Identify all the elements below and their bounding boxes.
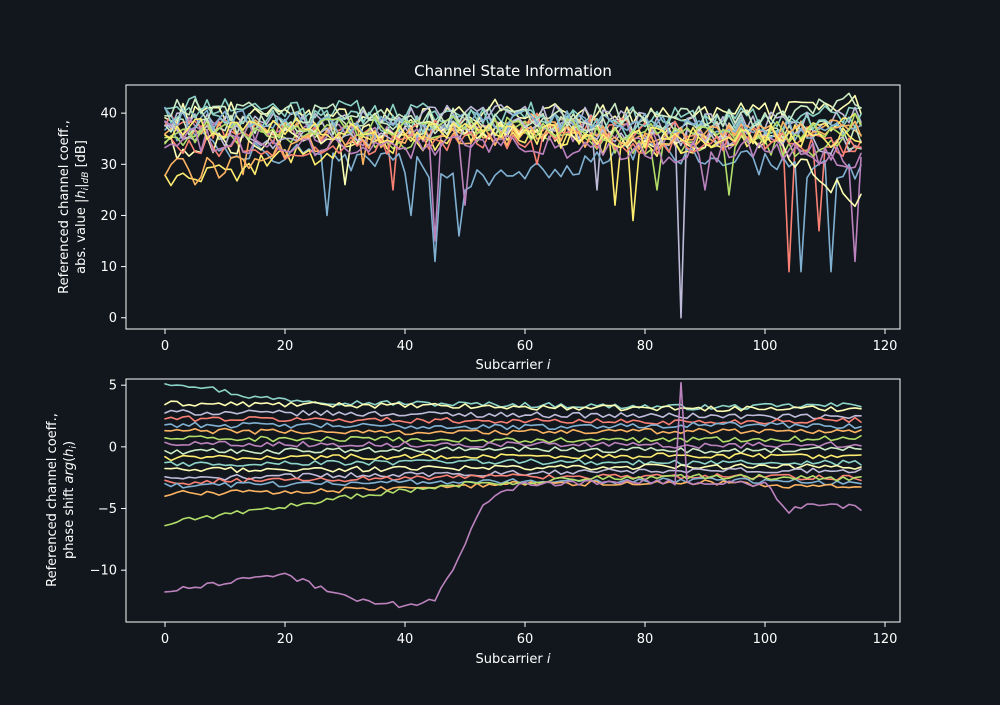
series-line-phase-14 — [164, 476, 862, 489]
series-line-phase-12 — [164, 467, 862, 481]
x-tick-label-abs-120: 120 — [873, 339, 898, 354]
chart-title: Channel State Information — [414, 62, 612, 80]
plot-frame-top — [125, 84, 901, 330]
y-tick-label-abs-40: 40 — [100, 107, 117, 122]
x-axis-label-top: Subcarrier i — [475, 358, 550, 373]
plot-frame-bottom — [125, 378, 901, 623]
series-line-abs-16 — [164, 112, 862, 145]
x-tick-label-abs-40: 40 — [397, 339, 414, 354]
panel-phase-shift: 0 20 40 60 80 100 120 5 0 −5 −10 Subcarrier i Refe… — [45, 378, 901, 667]
series-line-phase-8 — [164, 445, 862, 455]
x-tick-label-phase-20: 20 — [277, 632, 294, 647]
x-tick-label-abs-20: 20 — [277, 339, 294, 354]
series-line-phase-16 — [164, 473, 862, 527]
series-line-abs-14 — [164, 107, 862, 141]
ticks-top: 0 20 40 60 80 100 120 0 10 20 30 40 — [100, 107, 897, 354]
y-axis-label-top-line1: Referenced channel coeff., — [57, 120, 72, 294]
series-line-abs-17 — [164, 128, 862, 191]
series-line-phase-6 — [164, 434, 862, 444]
x-tick-label-phase-100: 100 — [753, 632, 778, 647]
series-line-phase-2 — [164, 409, 862, 420]
y-tick-label-abs-10: 10 — [100, 260, 117, 275]
series-line-phase-9 — [164, 452, 862, 462]
series-group-phase — [164, 381, 862, 609]
y-tick-label-phase--10: −10 — [90, 564, 117, 579]
x-tick-label-phase-40: 40 — [397, 632, 414, 647]
x-tick-label-phase-60: 60 — [517, 632, 534, 647]
x-axis-label-bottom: Subcarrier i — [475, 652, 550, 667]
series-line-abs-19 — [164, 117, 862, 149]
series-line-abs-12 — [164, 115, 862, 155]
series-line-phase-17 — [164, 381, 862, 609]
y-tick-label-phase--5: −5 — [98, 502, 117, 517]
x-tick-label-phase-120: 120 — [873, 632, 898, 647]
series-line-phase-3 — [164, 415, 862, 426]
y-tick-label-abs-0: 0 — [109, 311, 117, 326]
series-line-phase-1 — [164, 400, 862, 413]
panel-abs-value: Channel State Information 0 20 40 60 80 100 12… — [57, 62, 901, 373]
series-line-phase-0 — [164, 383, 862, 411]
series-line-phase-11 — [164, 463, 862, 474]
y-tick-label-abs-20: 20 — [100, 209, 117, 224]
y-tick-label-phase-0: 0 — [109, 440, 117, 455]
x-tick-label-abs-100: 100 — [753, 339, 778, 354]
x-tick-label-abs-0: 0 — [161, 339, 169, 354]
series-line-phase-13 — [164, 473, 862, 486]
y-tick-label-phase-5: 5 — [109, 379, 117, 394]
y-axis-label-top-line2: abs. value |hi|dB [dB] — [74, 140, 91, 274]
series-line-abs-4 — [164, 122, 862, 273]
x-tick-label-abs-60: 60 — [517, 339, 534, 354]
x-tick-label-abs-80: 80 — [637, 339, 654, 354]
series-line-phase-5 — [164, 427, 862, 436]
series-line-phase-10 — [164, 458, 862, 467]
ticks-bottom: 0 20 40 60 80 100 120 5 0 −5 −10 — [90, 379, 898, 647]
series-group-abs — [164, 92, 862, 319]
series-line-phase-7 — [164, 440, 862, 450]
y-axis-label-bottom-line1: Referenced channel coeff., — [45, 413, 60, 587]
series-line-phase-4 — [164, 421, 862, 431]
y-axis-label-bottom-line2: phase shift arg(hi) — [62, 441, 79, 559]
x-tick-label-phase-0: 0 — [161, 632, 169, 647]
series-line-abs-18 — [164, 92, 862, 130]
y-tick-label-abs-30: 30 — [100, 158, 117, 173]
x-tick-label-phase-80: 80 — [637, 632, 654, 647]
